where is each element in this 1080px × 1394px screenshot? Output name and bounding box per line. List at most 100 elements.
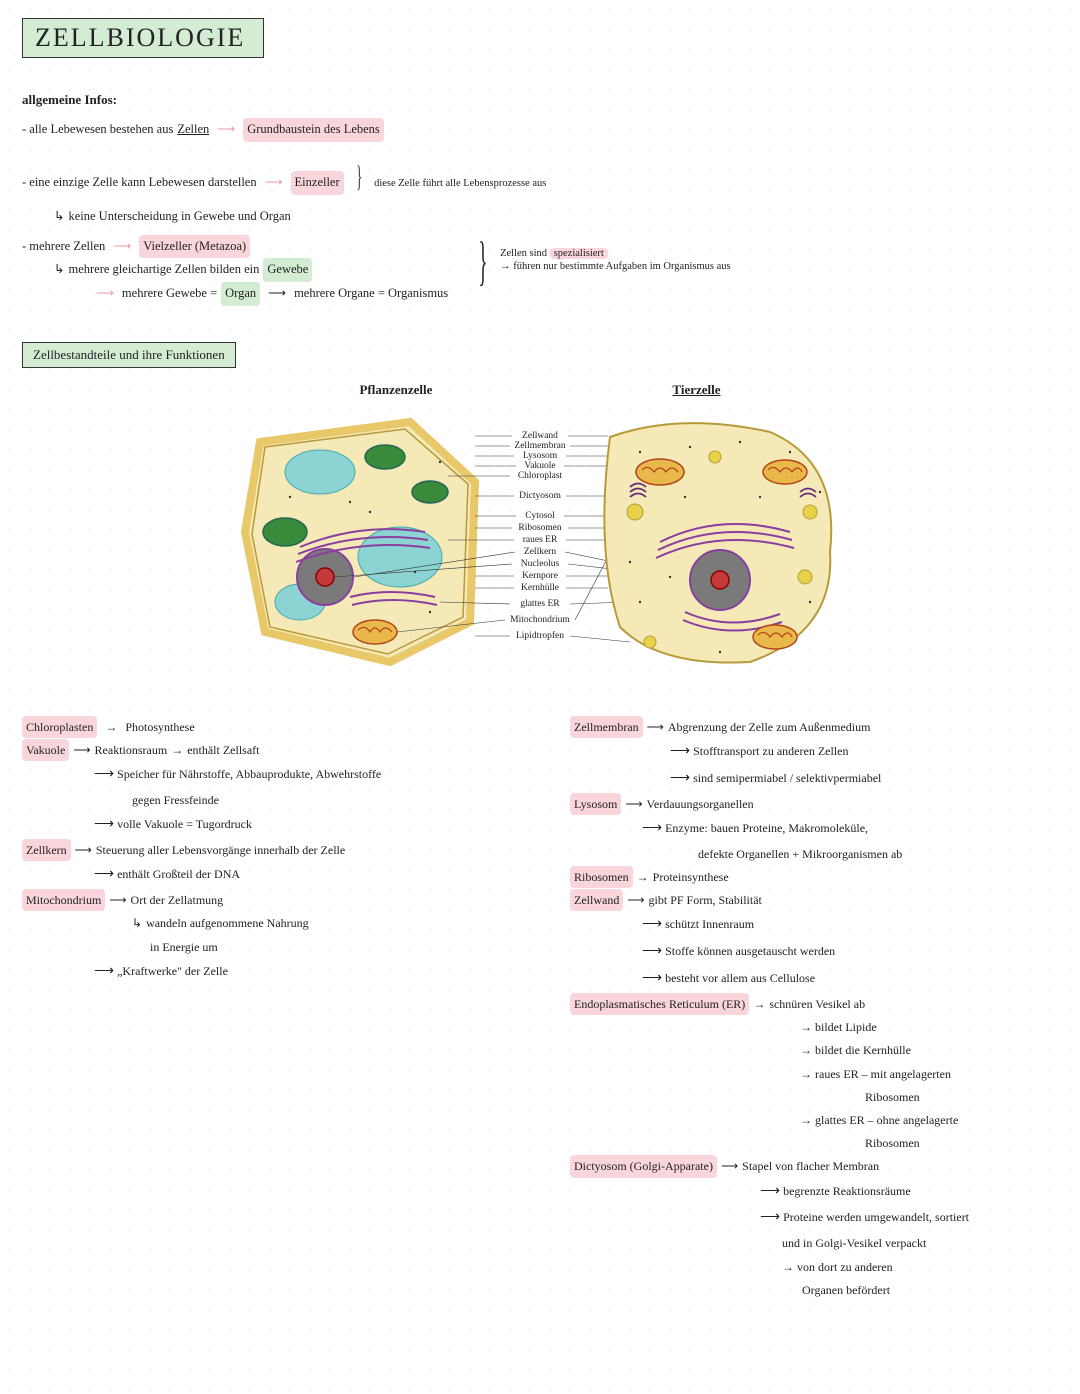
text: raues ER – mit angelagerten bbox=[800, 1063, 951, 1085]
label: Vakuole bbox=[524, 461, 555, 471]
text: Steuerung aller Lebensvorgänge innerhalb… bbox=[96, 839, 345, 861]
label: Lipidtropfen bbox=[516, 630, 564, 641]
term: Endoplasmatisches Reticulum (ER) bbox=[570, 993, 749, 1015]
section-heading-components: Zellbestandteile und ihre Funktionen bbox=[22, 342, 236, 368]
text: Photosynthese bbox=[125, 716, 194, 738]
term: Lysosom bbox=[570, 793, 621, 815]
highlight-green: Organ bbox=[221, 282, 260, 306]
text: bildet Lipide bbox=[800, 1016, 877, 1038]
organelle-columns: Chloroplasten → Photosynthese Vakuole ⟶ … bbox=[22, 716, 1058, 1302]
label: Kernpore bbox=[522, 571, 558, 581]
page-title: ZELLBIOLOGIE bbox=[22, 18, 264, 58]
text: begrenzte Reaktionsräume bbox=[760, 1179, 911, 1205]
highlight: spezialisiert bbox=[550, 248, 608, 259]
label: Cytosol bbox=[525, 511, 555, 521]
text: besteht vor allem aus Cellulose bbox=[642, 966, 815, 992]
text: → führen nur bestimmte Aufgaben im Organ… bbox=[500, 261, 730, 272]
text: schützt Innenraum bbox=[642, 912, 754, 938]
text: enthält Großteil der DNA bbox=[94, 862, 240, 888]
text: wandeln aufgenommene Nahrung bbox=[132, 912, 309, 934]
term: Zellwand bbox=[570, 889, 623, 911]
text: keine Unterscheidung in Gewebe und Organ bbox=[68, 205, 290, 229]
sub-arrow-icon: ↳ bbox=[54, 205, 64, 229]
label: Lysosom bbox=[523, 451, 558, 461]
text: Ribosomen bbox=[865, 1132, 920, 1154]
label: Chloroplast bbox=[518, 471, 563, 481]
term: Ribosomen bbox=[570, 866, 633, 888]
text: gegen Fressfeinde bbox=[132, 789, 219, 811]
text: mehrere Gewebe = bbox=[122, 282, 217, 306]
brace-icon: } bbox=[354, 148, 363, 205]
text: glattes ER – ohne angelagerte bbox=[800, 1109, 958, 1131]
text: Stapel von flacher Membran bbox=[742, 1155, 879, 1177]
text: enthält Zellsaft bbox=[187, 739, 259, 761]
text: Speicher für Nährstoffe, Abbauprodukte, … bbox=[94, 762, 381, 788]
arrow-icon: ⟶ bbox=[264, 282, 290, 306]
animal-cell-title: Tierzelle bbox=[672, 382, 720, 398]
label: Nucleolus bbox=[521, 559, 560, 569]
sub-arrow-icon: ↳ bbox=[54, 258, 64, 282]
highlight: Vielzeller (Metazoa) bbox=[139, 235, 250, 259]
text: sind semipermiabel / selektivpermiabel bbox=[670, 766, 881, 792]
text: und in Golgi-Vesikel verpackt bbox=[782, 1232, 926, 1254]
text: bildet die Kernhülle bbox=[800, 1039, 911, 1061]
label: Zellwand bbox=[522, 431, 558, 441]
arrow-icon: ⟶ bbox=[261, 171, 287, 195]
text: Reaktionsraum bbox=[95, 739, 168, 761]
arrow-icon: ⟶ bbox=[213, 118, 239, 142]
text: Organen befördert bbox=[802, 1279, 890, 1301]
term: Mitochondrium bbox=[22, 889, 105, 911]
term: Zellkern bbox=[22, 839, 71, 861]
text: Zellen sind bbox=[500, 248, 547, 259]
brace-icon: } bbox=[477, 245, 489, 277]
text: Abgrenzung der Zelle zum Außenmedium bbox=[668, 716, 871, 738]
label: Kernhülle bbox=[521, 583, 559, 593]
label: raues ER bbox=[523, 535, 558, 545]
brace-note: diese Zelle führt alle Lebensprozesse au… bbox=[374, 178, 546, 191]
text: Stofftransport zu anderen Zellen bbox=[670, 739, 848, 765]
text: mehrere gleichartige Zellen bilden ein bbox=[68, 258, 259, 282]
label: Mitochondrium bbox=[510, 615, 570, 625]
label: glattes ER bbox=[520, 599, 560, 609]
text: mehrere Organe = Organismus bbox=[294, 282, 448, 306]
cells-svg: Zellwand Zellmembran Lysosom Vakuole Chl… bbox=[230, 402, 850, 682]
label: Zellmembran bbox=[514, 441, 565, 451]
text: Stoffe können ausgetauscht werden bbox=[642, 939, 835, 965]
arrow-icon: ⟶ bbox=[92, 282, 118, 306]
text: Ort der Zellatmung bbox=[131, 889, 224, 911]
arrow-icon: ⟶ bbox=[109, 235, 135, 259]
term: Vakuole bbox=[22, 739, 69, 761]
text-underlined: Zellen bbox=[177, 118, 209, 142]
text: Ribosomen bbox=[865, 1086, 920, 1108]
label: Dictyosom bbox=[519, 491, 561, 501]
text: Proteine werden umgewandelt, sortiert bbox=[760, 1205, 969, 1231]
term: Dictyosom (Golgi-Apparate) bbox=[570, 1155, 717, 1177]
text: - alle Lebewesen bestehen aus bbox=[22, 118, 173, 142]
text: schnüren Vesikel ab bbox=[769, 993, 865, 1015]
text: in Energie um bbox=[150, 936, 218, 958]
label: Zellkern bbox=[524, 547, 556, 557]
highlight: Einzeller bbox=[291, 171, 344, 195]
text: - mehrere Zellen bbox=[22, 235, 105, 259]
text: „Kraftwerke" der Zelle bbox=[94, 959, 228, 985]
general-notes: - alle Lebewesen bestehen aus Zellen ⟶ G… bbox=[22, 118, 1058, 306]
text: Proteinsynthese bbox=[653, 866, 729, 888]
plant-cell-title: Pflanzenzelle bbox=[359, 382, 432, 398]
label: Ribosomen bbox=[518, 523, 562, 533]
text: gibt PF Form, Stabilität bbox=[649, 889, 762, 911]
text: Enzyme: bauen Proteine, Makromoleküle, bbox=[642, 816, 868, 842]
text: Verdauungsorganellen bbox=[647, 793, 754, 815]
section-heading-general: allgemeine Infos: bbox=[22, 92, 1058, 108]
left-column: Chloroplasten → Photosynthese Vakuole ⟶ … bbox=[22, 716, 510, 1302]
right-column: Zellmembran ⟶ Abgrenzung der Zelle zum A… bbox=[570, 716, 1058, 1302]
text: volle Vakuole = Tugordruck bbox=[94, 812, 252, 838]
highlight: Grundbaustein des Lebens bbox=[243, 118, 384, 142]
text: - eine einzige Zelle kann Lebewesen dars… bbox=[22, 171, 257, 195]
brace-note: Zellen sind spezialisiert → führen nur b… bbox=[500, 248, 730, 273]
text: defekte Organellen + Mikroorganismen ab bbox=[698, 843, 902, 865]
term: Zellmembran bbox=[570, 716, 643, 738]
cell-diagram: Pflanzenzelle Tierzelle bbox=[22, 382, 1058, 686]
highlight-green: Gewebe bbox=[263, 258, 312, 282]
text: von dort zu anderen bbox=[782, 1256, 893, 1278]
term: Chloroplasten bbox=[22, 716, 97, 738]
